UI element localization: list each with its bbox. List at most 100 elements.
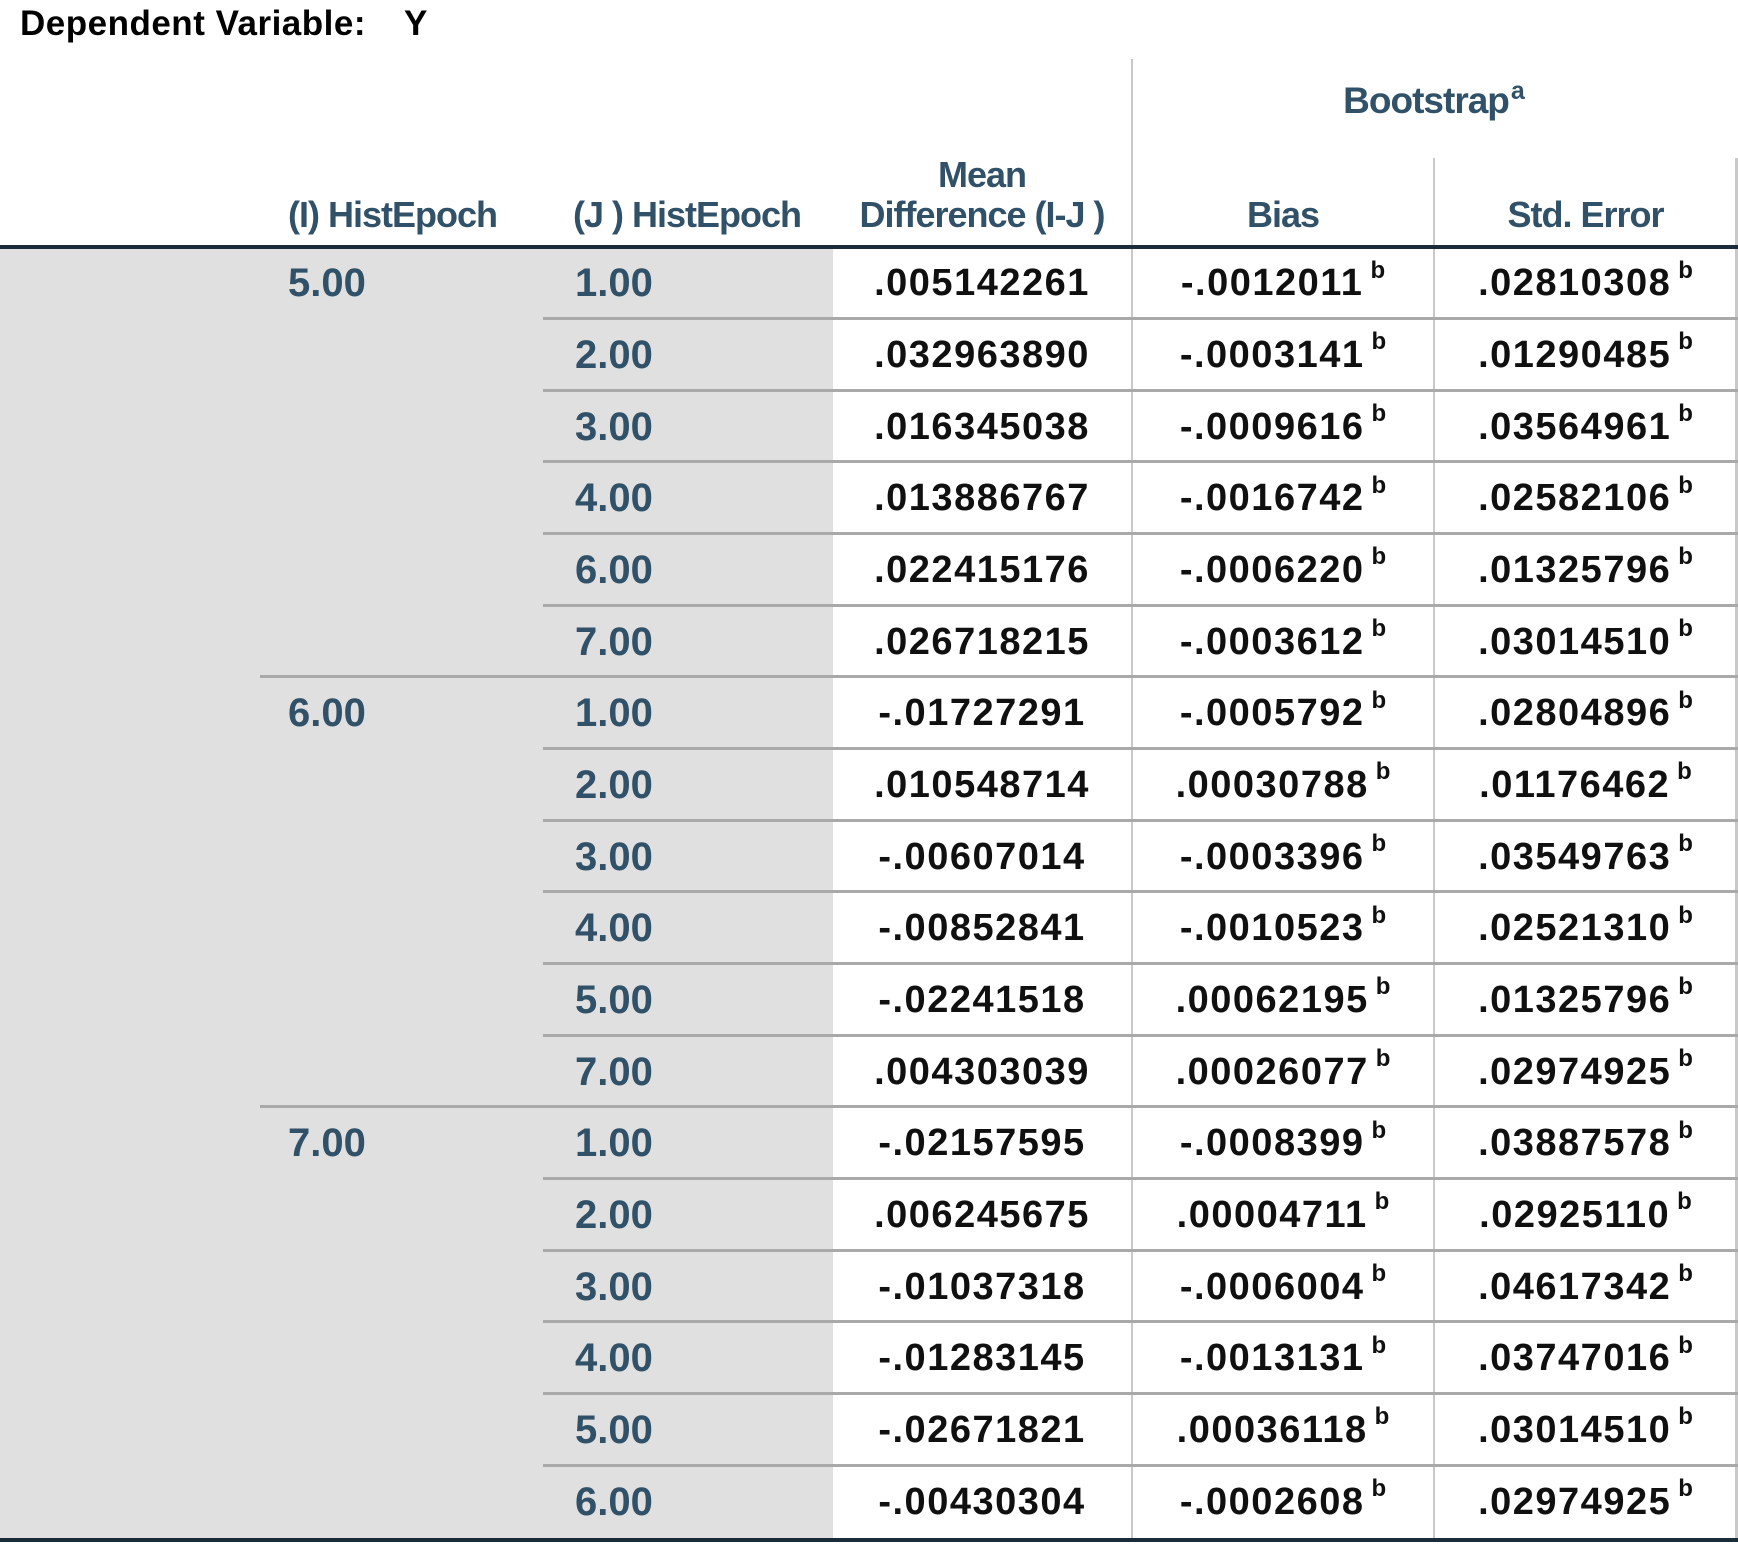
std-error-value: .03014510 b — [1478, 1403, 1693, 1451]
mean-difference-value: -.02671821 — [878, 1408, 1086, 1451]
mean-difference-value: .006245675 — [874, 1193, 1090, 1236]
table-row: 7.00 .026718215 -.0003612 b .03014510 b — [0, 606, 1738, 679]
footnote-b-marker: b — [1371, 543, 1387, 571]
i-histepoch-value — [288, 1323, 538, 1395]
table-row: 7.00 .004303039 .00026077 b .02974925 b — [0, 1036, 1738, 1109]
footnote-b-marker: b — [1678, 1475, 1693, 1503]
j-histepoch-value: 3.00 — [575, 834, 653, 879]
footnote-b-marker: b — [1678, 830, 1693, 858]
j-histepoch-value: 7.00 — [575, 1049, 653, 1094]
table-row: 6.00 1.00 -.01727291 -.0005792 b .0280489… — [0, 678, 1738, 750]
table-row: 5.00 -.02671821 .00036118 b .03014510 b — [0, 1395, 1738, 1467]
footnote-b-marker: b — [1678, 686, 1693, 714]
column-header-std-error: Std. Error — [1507, 194, 1664, 235]
j-histepoch-value: 4.00 — [575, 1336, 653, 1381]
mean-difference-value: -.01283145 — [878, 1337, 1086, 1380]
row-separator — [543, 818, 1738, 822]
i-histepoch-value: 7.00 — [288, 1121, 366, 1166]
row-separator — [260, 675, 1738, 679]
i-histepoch-value — [288, 320, 538, 392]
footnote-b-marker: b — [1678, 471, 1693, 499]
column-header-j-histepoch: (J ) HistEpoch — [573, 194, 802, 235]
j-histepoch-value: 5.00 — [575, 1407, 653, 1452]
table-row: 6.00 -.00430304 -.0002608 b .02974925 b — [0, 1466, 1738, 1538]
mean-difference-value: -.00607014 — [878, 835, 1086, 878]
bias-value: -.0008399 b — [1179, 1116, 1387, 1165]
row-separator — [543, 962, 1738, 965]
footnote-b-marker: b — [1678, 615, 1693, 643]
i-histepoch-value — [288, 1251, 538, 1323]
footnote-b-marker: b — [1678, 400, 1693, 428]
mean-difference-value: .013886767 — [874, 477, 1090, 520]
std-error-value: .01290485 b — [1478, 328, 1693, 376]
row-separator — [543, 388, 1738, 392]
mean-difference-value: -.00852841 — [878, 907, 1086, 950]
footnote-b-marker: b — [1678, 1116, 1693, 1144]
i-histepoch-value — [288, 391, 538, 463]
bias-value: -.0013131 b — [1179, 1331, 1387, 1380]
j-histepoch-value: 3.00 — [575, 1264, 653, 1309]
bias-value: .00062195 b — [1175, 973, 1391, 1021]
footnote-b-marker: b — [1375, 973, 1391, 1001]
i-histepoch-value — [288, 463, 538, 535]
mean-difference-value: .004303039 — [874, 1050, 1090, 1093]
table-row: 3.00 -.00607014 -.0003396 b .03549763 b — [0, 821, 1738, 894]
j-histepoch-value: 6.00 — [575, 1479, 653, 1524]
row-separator — [543, 1463, 1738, 1467]
i-histepoch-value: 5.00 — [288, 261, 366, 306]
row-separator — [543, 460, 1738, 464]
footnote-b-marker: b — [1374, 1188, 1390, 1216]
j-histepoch-value: 5.00 — [575, 977, 653, 1022]
j-histepoch-value: 2.00 — [575, 762, 653, 807]
table-row: 2.00 .006245675 .00004711 b .02925110 b — [0, 1180, 1738, 1252]
row-separator — [543, 532, 1738, 535]
footnote-b-marker: b — [1678, 901, 1693, 929]
footnote-b-marker: b — [1678, 1045, 1693, 1073]
footnote-b-marker: b — [1677, 1188, 1692, 1216]
table-row: 4.00 .013886767 -.0016742 b .02582106 b — [0, 463, 1738, 535]
row-separator — [543, 1177, 1738, 1180]
footnote-b-marker: b — [1371, 830, 1387, 858]
j-histepoch-value: 6.00 — [575, 547, 653, 592]
std-error-value: .02804896 b — [1478, 686, 1693, 735]
row-separator — [543, 1392, 1738, 1395]
page-title: Dependent Variable: Y — [20, 4, 428, 44]
table-right-border — [1735, 158, 1738, 1538]
i-histepoch-value: 6.00 — [288, 691, 366, 736]
footnote-b-marker: b — [1678, 1403, 1693, 1431]
footnote-a-marker: a — [1510, 77, 1525, 105]
i-histepoch-value — [288, 893, 538, 965]
std-error-value: .02974925 b — [1478, 1045, 1693, 1093]
footnote-b-marker: b — [1371, 328, 1387, 356]
std-error-value: .04617342 b — [1478, 1260, 1693, 1308]
mean-difference-value: .032963890 — [874, 333, 1090, 376]
j-histepoch-value: 3.00 — [575, 404, 653, 449]
footnote-b-marker: b — [1371, 1475, 1387, 1503]
dependent-variable-label: Dependent Variable: — [20, 4, 366, 43]
mean-difference-value: .022415176 — [874, 548, 1090, 591]
j-histepoch-value: 1.00 — [575, 691, 653, 736]
footnote-b-marker: b — [1371, 615, 1387, 643]
table-row: 4.00 -.01283145 -.0013131 b .03747016 b — [0, 1323, 1738, 1395]
row-separator — [543, 1248, 1738, 1252]
i-histepoch-value — [288, 821, 538, 893]
j-histepoch-value: 4.00 — [575, 906, 653, 951]
column-divider-bias-stderror — [1433, 158, 1435, 1538]
footnote-b-marker: b — [1678, 1331, 1693, 1359]
bias-value: -.0006220 b — [1179, 543, 1387, 591]
i-histepoch-value — [288, 606, 538, 678]
table-row: 3.00 -.01037318 -.0006004 b .04617342 b — [0, 1251, 1738, 1324]
i-histepoch-value — [288, 965, 538, 1037]
row-separator — [543, 747, 1738, 750]
table-row: 5.00 -.02241518 .00062195 b .01325796 b — [0, 965, 1738, 1037]
footnote-b-marker: b — [1371, 901, 1387, 929]
i-histepoch-value — [288, 1466, 538, 1538]
std-error-value: .03887578 b — [1478, 1116, 1693, 1165]
j-histepoch-value: 2.00 — [575, 1192, 653, 1237]
std-error-value: .03549763 b — [1478, 830, 1693, 878]
i-histepoch-value — [288, 1180, 538, 1252]
table-row: 4.00 -.00852841 -.0010523 b .02521310 b — [0, 893, 1738, 965]
footnote-b-marker: b — [1371, 400, 1387, 428]
header-underline — [0, 245, 1738, 249]
